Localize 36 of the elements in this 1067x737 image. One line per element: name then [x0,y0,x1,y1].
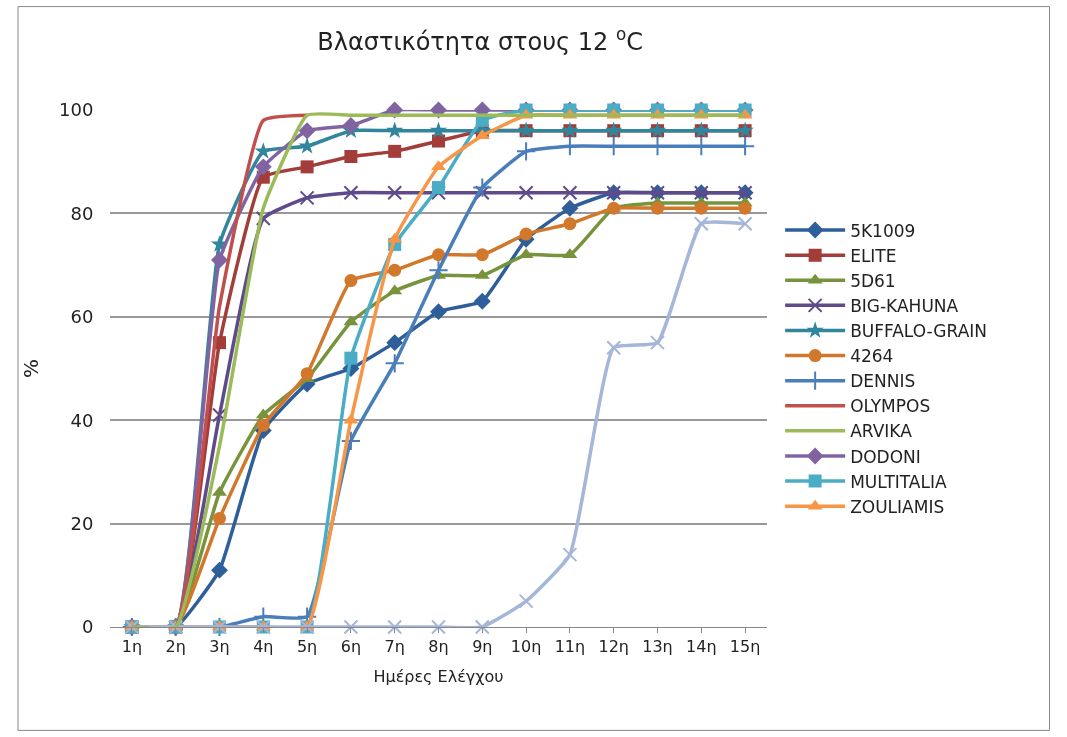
y-axis-title: % [18,358,43,379]
y-tick-label: 100 [59,99,94,121]
legend-label: 5K1009 [850,220,916,241]
x-tick-label: 10η [510,637,542,657]
legend-label: BIG-KAHUNA [850,295,959,316]
legend-label: ELITE [850,245,897,266]
legend-label: MULTITALIA [850,471,947,492]
x-tick-label: 8η [428,637,449,657]
y-tick-label: 40 [70,409,94,431]
legend-label: ZOULIAMIS [850,496,945,517]
y-tick-label: 0 [81,616,94,638]
x-tick-label: 3η [209,637,230,657]
x-tick-label: 6η [340,637,362,657]
y-tick-label: 60 [70,306,94,328]
legend-label: DENNIS [850,371,916,392]
x-tick-label: 9η [472,637,493,657]
legend-label: 4264 [850,346,894,367]
x-tick-label: 4η [253,637,274,657]
x-tick-label: 11η [554,637,586,657]
legend-label: OLYMPOS [850,396,931,417]
x-tick-label: 7η [384,637,405,657]
x-tick-label: 12η [598,637,629,657]
x-tick-label: 14η [686,637,717,657]
x-tick-label: 1η [121,637,143,657]
x-tick-label: 2η [165,637,186,657]
x-tick-label: 15η [729,637,761,657]
legend-label: 5D61 [850,270,896,291]
x-tick-label: 13η [642,637,673,657]
chart-title: Βλαστικότητα στους 12 $^{o}$C [317,23,644,56]
legend-label: BUFFALO-GRAIN [850,321,988,342]
y-tick-label: 20 [70,512,94,534]
legend-label: ARVIKA [850,421,913,442]
y-tick-label: 80 [70,202,94,224]
legend-label: DODONI [850,446,921,467]
x-tick-label: 5η [296,637,318,657]
x-axis-title: Ημέρες Ελέγχου [373,666,504,686]
